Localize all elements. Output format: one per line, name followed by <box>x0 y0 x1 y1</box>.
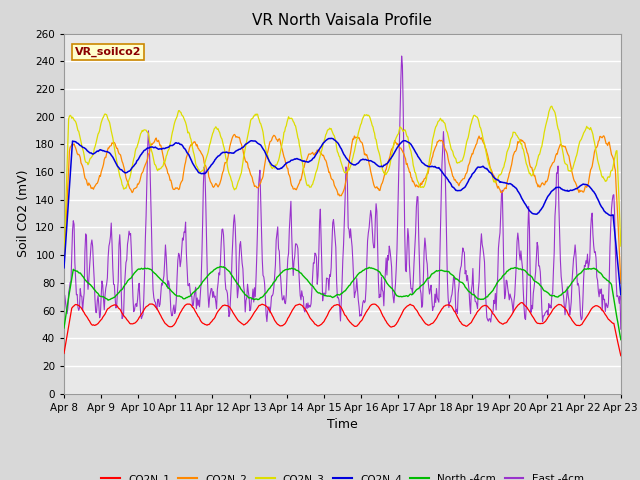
Legend: CO2N_1, CO2N_2, CO2N_3, CO2N_4, North -4cm, East -4cm: CO2N_1, CO2N_2, CO2N_3, CO2N_4, North -4… <box>97 470 588 480</box>
Text: VR_soilco2: VR_soilco2 <box>75 47 141 58</box>
Y-axis label: Soil CO2 (mV): Soil CO2 (mV) <box>17 170 29 257</box>
Title: VR North Vaisala Profile: VR North Vaisala Profile <box>252 13 433 28</box>
X-axis label: Time: Time <box>327 418 358 431</box>
